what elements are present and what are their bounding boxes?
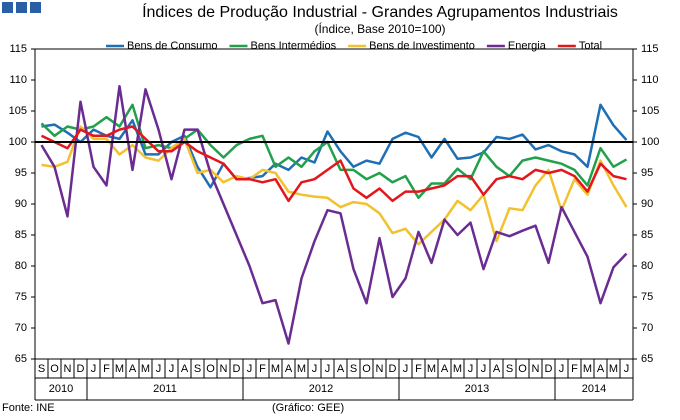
y-tick-label: 110 (9, 74, 27, 86)
chart-title: Índices de Produção Industrial - Grandes… (142, 2, 618, 21)
y2-tick-label: 75 (641, 291, 653, 303)
legend: Bens de Consumo Bens Intermédios Bens de I… (106, 40, 602, 52)
x-tick-label: O (518, 363, 527, 375)
y2-tick-label: 105 (641, 105, 659, 117)
x-tick-label: A (181, 363, 189, 375)
y-tick-label: 115 (9, 43, 27, 55)
legend-label: Bens Intermédios (251, 40, 337, 52)
x-tick-label: N (220, 363, 228, 375)
logo (2, 2, 41, 13)
legend-label: Energia (508, 40, 547, 52)
x-tick-label: J (312, 363, 318, 375)
x-tick-label: D (233, 363, 241, 375)
x-tick-label: A (285, 363, 293, 375)
x-tick-label: J (624, 363, 630, 375)
y-tick-label: 85 (15, 229, 27, 241)
y2-tick-label: 90 (641, 198, 653, 210)
x-tick-label: M (453, 363, 462, 375)
y2-tick-label: 95 (641, 167, 653, 179)
logo-square (30, 2, 41, 13)
x-tick-label: J (481, 363, 487, 375)
y2-tick-label: 115 (641, 43, 659, 55)
y-tick-label: 80 (15, 260, 27, 272)
y2-tick-label: 70 (641, 322, 653, 334)
x-tick-label: F (571, 363, 578, 375)
legend-label: Bens de Investimento (369, 40, 475, 52)
x-tick-label: S (506, 363, 513, 375)
x-tick-label: F (415, 363, 422, 375)
x-tick-label: A (441, 363, 449, 375)
x-tick-label: J (468, 363, 474, 375)
x-group-label: 2011 (153, 383, 177, 395)
x-tick-label: J (169, 363, 175, 375)
x-tick-label: F (259, 363, 266, 375)
y2-tick-label: 80 (641, 260, 653, 272)
y-tick-label: 75 (15, 291, 27, 303)
x-tick-label: M (583, 363, 592, 375)
logo-square (2, 2, 13, 13)
x-tick-label: A (493, 363, 501, 375)
x-tick-label: J (247, 363, 253, 375)
x-tick-label: D (77, 363, 85, 375)
x-tick-label: N (376, 363, 384, 375)
y-tick-label: 95 (15, 167, 27, 179)
y2-tick-label: 65 (641, 353, 653, 365)
x-tick-label: D (545, 363, 553, 375)
source: Fonte: INE (2, 402, 55, 414)
legend-label: Total (579, 40, 602, 52)
x-tick-label: J (403, 363, 409, 375)
x-tick-label: O (50, 363, 59, 375)
y-tick-label: 105 (9, 105, 27, 117)
x-tick-label: M (427, 363, 436, 375)
x-tick-label: J (559, 363, 565, 375)
x-tick-label: F (103, 363, 110, 375)
y-tick-label: 100 (9, 136, 27, 148)
x-tick-label: A (597, 363, 605, 375)
x-tick-label: S (194, 363, 201, 375)
logo-square (16, 2, 27, 13)
y-tick-label: 65 (15, 353, 27, 365)
x-tick-label: A (337, 363, 345, 375)
y2-tick-label: 110 (641, 74, 659, 86)
x-group-label: 2010 (49, 383, 73, 395)
credit: (Gráfico: GEE) (272, 402, 344, 414)
y-tick-label: 70 (15, 322, 27, 334)
x-tick-label: J (156, 363, 162, 375)
x-tick-label: S (350, 363, 357, 375)
x-tick-label: M (115, 363, 124, 375)
x-tick-label: N (532, 363, 540, 375)
x-group-label: 2014 (582, 383, 606, 395)
x-group-label: 2012 (309, 383, 333, 395)
x-tick-label: A (129, 363, 137, 375)
y2-tick-label: 100 (641, 136, 659, 148)
x-tick-label: N (64, 363, 72, 375)
y2-tick-label: 85 (641, 229, 653, 241)
series-line (40, 84, 628, 345)
x-tick-label: D (389, 363, 397, 375)
x-tick-label: S (38, 363, 45, 375)
legend-label: Bens de Consumo (127, 40, 218, 52)
x-tick-label: M (141, 363, 150, 375)
x-tick-label: M (271, 363, 280, 375)
x-tick-label: M (297, 363, 306, 375)
series-line (40, 125, 627, 203)
x-tick-label: M (609, 363, 618, 375)
y-tick-label: 90 (15, 198, 27, 210)
x-tick-label: J (325, 363, 331, 375)
x-tick-label: O (206, 363, 215, 375)
x-tick-label: J (91, 363, 97, 375)
chart-subtitle: (Índice, Base 2010=100) (314, 21, 445, 36)
x-tick-label: O (362, 363, 371, 375)
x-group-label: 2013 (465, 383, 489, 395)
series-line (41, 125, 628, 246)
